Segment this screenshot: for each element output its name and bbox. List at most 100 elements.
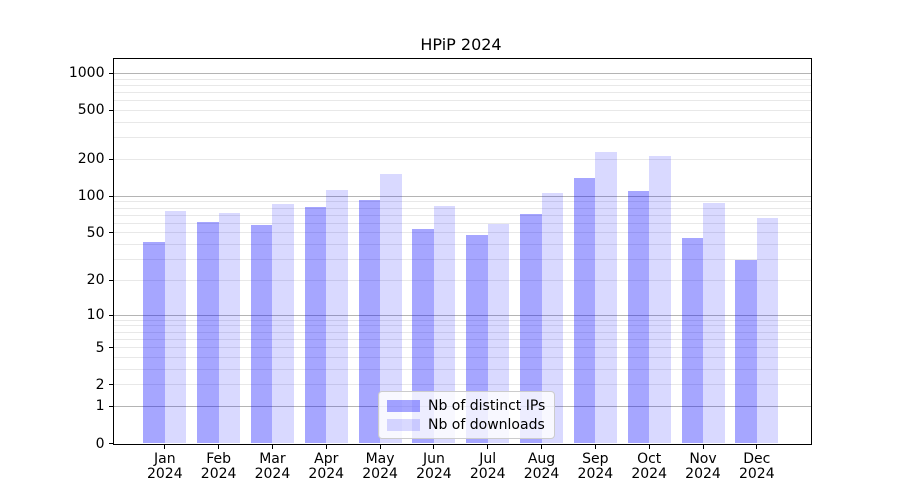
y-tick-mark xyxy=(108,384,113,386)
legend-label-distinct-ips: Nb of distinct IPs xyxy=(428,397,546,414)
x-tick-label-month: Oct xyxy=(637,451,662,467)
x-tick-label-year: 2024 xyxy=(469,465,506,482)
x-tick-label-year: 2024 xyxy=(631,465,667,482)
x-tick-label-year: 2024 xyxy=(685,465,721,482)
gridline-minor xyxy=(113,214,811,216)
x-tick-label: Mar 2024 xyxy=(237,452,307,481)
x-tick-label: Jul 2024 xyxy=(453,452,523,481)
x-tick-label-month: Jul xyxy=(479,451,497,467)
bar-downloads xyxy=(380,173,402,444)
bar-downloads xyxy=(218,212,241,444)
x-tick-mark xyxy=(433,444,435,449)
bars-layer xyxy=(114,59,811,444)
legend-item-distinct-ips: Nb of distinct IPs xyxy=(387,396,545,415)
y-tick-label: 200 xyxy=(77,151,105,168)
x-tick-label: Feb 2024 xyxy=(184,452,254,481)
y-tick-mark xyxy=(108,195,113,197)
x-tick-mark xyxy=(487,444,489,449)
gridline-minor xyxy=(113,368,811,370)
x-tick-label-year: 2024 xyxy=(416,465,452,482)
y-tick-mark xyxy=(108,405,113,407)
gridline-minor xyxy=(113,222,811,224)
x-tick-mark xyxy=(271,444,273,449)
bar-distinct-ips xyxy=(358,200,381,444)
x-tick-mark xyxy=(702,444,704,449)
bar-downloads xyxy=(487,224,510,444)
y-tick-label: 1 xyxy=(95,398,105,415)
bar-distinct-ips xyxy=(627,191,650,444)
x-tick-label-year: 2024 xyxy=(146,465,183,482)
x-tick-label: Sep 2024 xyxy=(560,452,630,481)
gridline-minor xyxy=(113,84,811,86)
gridline-minor xyxy=(113,121,811,123)
x-tick-label-month: Feb xyxy=(206,451,231,467)
legend-swatch-distinct-ips xyxy=(387,399,420,412)
y-tick-label: 500 xyxy=(77,102,105,119)
y-tick-mark xyxy=(108,109,113,111)
gridline-minor xyxy=(113,158,811,160)
x-tick-label-month: Dec xyxy=(743,451,771,467)
x-tick-label-year: 2024 xyxy=(200,465,237,482)
bar-downloads xyxy=(595,151,617,444)
bar-distinct-ips xyxy=(681,238,703,444)
bar-distinct-ips xyxy=(250,225,273,444)
y-tick-mark xyxy=(108,158,113,160)
bar-distinct-ips xyxy=(143,241,165,444)
gridline-minor xyxy=(113,78,811,80)
gridline-minor xyxy=(113,244,811,246)
y-tick-label: 20 xyxy=(86,272,105,289)
bar-downloads xyxy=(164,210,187,444)
y-tick-label: 10 xyxy=(86,307,105,324)
x-tick-mark xyxy=(594,444,596,449)
x-tick-label-year: 2024 xyxy=(308,465,345,482)
x-tick-label: May 2024 xyxy=(345,452,415,481)
x-tick-label: Jun 2024 xyxy=(399,452,469,481)
y-tick-mark xyxy=(108,72,113,74)
bar-downloads xyxy=(649,155,671,444)
x-tick-mark xyxy=(648,444,650,449)
x-tick-label-month: Jun xyxy=(422,451,445,467)
y-tick-label: 1000 xyxy=(68,65,105,82)
y-tick-mark xyxy=(108,347,113,348)
gridline-minor xyxy=(113,91,811,93)
grid-layer xyxy=(113,59,811,444)
gridline-minor xyxy=(113,338,811,340)
gridline-minor xyxy=(113,319,811,321)
gridline-minor xyxy=(113,207,811,209)
legend: Nb of distinct IPs Nb of downloads xyxy=(378,391,556,439)
gridline-minor xyxy=(113,356,811,358)
legend-swatch-downloads xyxy=(387,418,420,431)
x-tick-label: Aug 2024 xyxy=(507,452,577,481)
x-tick-mark xyxy=(756,444,758,449)
x-tick-label-year: 2024 xyxy=(523,465,560,482)
bar-downloads xyxy=(756,218,779,444)
x-tick-label-year: 2024 xyxy=(362,465,398,482)
x-tick-label-month: Apr xyxy=(314,451,339,467)
chart-title: HPiP 2024 xyxy=(420,35,502,54)
x-tick-mark xyxy=(164,444,166,449)
x-tick-label-month: May xyxy=(365,451,395,467)
x-tick-label-year: 2024 xyxy=(738,465,775,482)
gridline-minor xyxy=(113,232,811,234)
y-tick-label: 5 xyxy=(95,339,105,356)
bar-downloads xyxy=(272,204,294,444)
y-tick-mark xyxy=(108,279,113,281)
bar-downloads xyxy=(433,206,456,444)
bar-downloads xyxy=(703,203,725,444)
gridline-minor xyxy=(113,259,811,261)
gridline-minor xyxy=(113,331,811,333)
x-tick-label: Dec 2024 xyxy=(722,452,792,481)
y-tick-mark xyxy=(108,232,113,234)
y-tick-label: 2 xyxy=(95,376,105,393)
bar-distinct-ips xyxy=(197,222,219,444)
x-tick-mark xyxy=(218,444,220,449)
y-tick-label: 100 xyxy=(77,188,105,205)
x-tick-label: Jan 2024 xyxy=(130,452,200,481)
y-tick-label: 50 xyxy=(86,224,105,241)
x-tick-label-month: Jan xyxy=(154,451,176,467)
gridline-minor xyxy=(113,347,811,348)
x-tick-label: Oct 2024 xyxy=(614,452,684,481)
gridline-minor xyxy=(113,201,811,203)
y-tick-mark xyxy=(108,443,113,444)
x-tick-label: Apr 2024 xyxy=(291,452,361,481)
